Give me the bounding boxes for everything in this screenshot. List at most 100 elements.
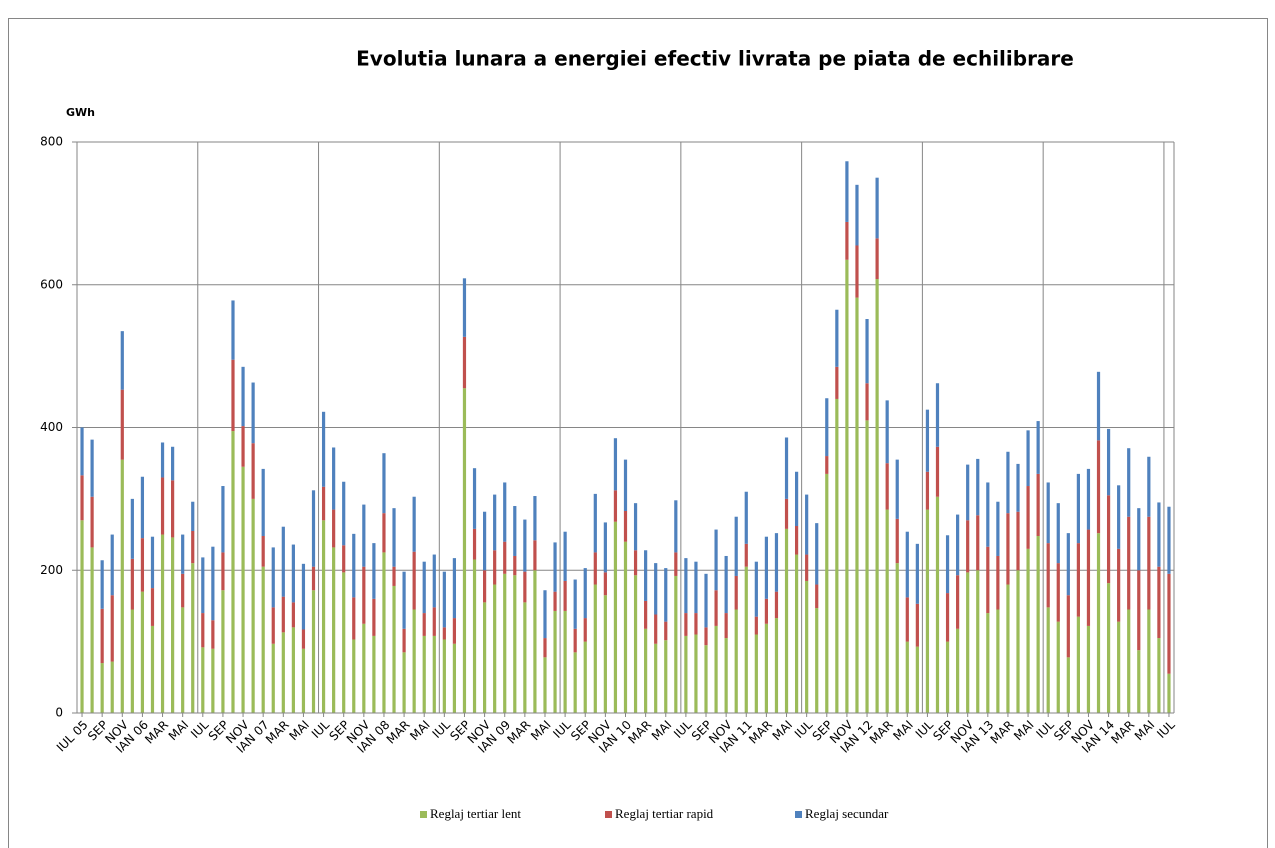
bar-segment — [754, 561, 758, 617]
y-tick-label: 400 — [40, 420, 63, 434]
bar-segment — [171, 537, 175, 713]
bar-segment — [774, 533, 779, 592]
x-tick-label: IUL — [550, 717, 574, 741]
bar-segment — [764, 623, 768, 713]
bar-segment — [321, 486, 326, 521]
legend-label: Reglaj tertiar lent — [430, 806, 521, 821]
bar-segment — [774, 618, 779, 713]
legend-swatch — [795, 811, 802, 818]
bar-segment — [1096, 440, 1101, 534]
bar-segment — [130, 558, 134, 610]
bar-segment — [1006, 513, 1010, 585]
bar-segment — [442, 571, 446, 628]
bar-segment — [583, 568, 587, 619]
bar-segment — [714, 590, 718, 626]
bar-segment — [503, 541, 507, 574]
bar-segment — [613, 490, 618, 522]
bar-segment — [633, 550, 638, 576]
bar-segment — [835, 309, 839, 367]
bar-segment — [835, 366, 839, 399]
bar-segment — [221, 486, 225, 553]
bar-segment — [1137, 650, 1141, 713]
bar-segment — [593, 493, 597, 553]
bar-segment — [503, 482, 507, 542]
x-tick-label: IUL — [913, 717, 937, 741]
bar-segment — [945, 641, 950, 713]
bar-segment — [1147, 456, 1151, 517]
bar-segment — [945, 593, 950, 642]
bar-segment — [503, 573, 507, 713]
bar-segment — [311, 490, 316, 567]
bar-segment — [553, 591, 557, 611]
bar-segment — [674, 575, 678, 713]
bar-segment — [764, 536, 768, 599]
bar-segment — [845, 221, 849, 260]
x-tick-label: IUL — [188, 717, 212, 741]
bar-segment — [744, 543, 748, 567]
bar-segment — [664, 640, 668, 713]
bar-segment — [1117, 485, 1121, 549]
bar-segment — [704, 573, 708, 628]
bar-segment — [815, 523, 819, 585]
bar-segment — [291, 544, 295, 603]
bar-segment — [382, 513, 386, 553]
bar-segment — [674, 552, 678, 576]
bar-segment — [855, 297, 859, 713]
bar-segment — [724, 638, 728, 713]
bar-segment — [472, 528, 477, 560]
bar-segment — [221, 552, 225, 591]
bar-segment — [543, 657, 547, 713]
bar-segment — [996, 501, 1000, 556]
bar-segment — [1117, 621, 1121, 713]
legend-label: Reglaj tertiar rapid — [615, 806, 714, 821]
bar-segment — [664, 568, 668, 622]
bar-segment — [120, 331, 124, 390]
bar-segment — [221, 590, 225, 713]
bar-segment — [160, 442, 165, 478]
bar-segment — [1056, 563, 1060, 622]
bar-segment — [805, 580, 809, 713]
bar-segment — [211, 620, 215, 649]
bar-segment — [704, 627, 708, 646]
bar-segment — [1167, 673, 1171, 713]
bar-segment — [80, 475, 84, 521]
bar-segment — [976, 458, 980, 516]
bar-segment — [321, 411, 326, 487]
x-tick-label: IUL — [671, 717, 695, 741]
bar-segment — [251, 443, 255, 499]
bar-segment — [412, 609, 416, 713]
bar-segment — [794, 554, 799, 713]
bar-segment — [483, 602, 487, 713]
bar-segment — [1066, 595, 1070, 658]
bar-segment — [382, 453, 386, 514]
bar-segment — [261, 468, 265, 536]
bar-segment — [623, 541, 628, 713]
bar-segment — [352, 639, 356, 713]
bar-segment — [553, 610, 557, 713]
bar-segment — [422, 635, 426, 713]
bar-segment — [462, 388, 467, 713]
bar-segment — [100, 608, 104, 664]
bar-segment — [986, 546, 990, 614]
bar-segment — [835, 398, 839, 713]
bar-segment — [110, 661, 114, 713]
bar-segment — [80, 520, 84, 713]
bar-segment — [664, 621, 668, 641]
bar-segment — [1127, 448, 1131, 517]
bar-segment — [533, 540, 537, 571]
bar-segment — [452, 618, 457, 644]
bar-segment — [825, 473, 829, 713]
bar-segment — [774, 591, 779, 619]
bar-segment — [362, 566, 366, 624]
bar-segment — [372, 543, 376, 599]
bar-segment — [1086, 468, 1091, 530]
bar-segment — [905, 641, 909, 713]
bar-segment — [996, 555, 1000, 610]
bar-segment — [120, 459, 124, 713]
bar-segment — [241, 426, 245, 467]
bar-segment — [523, 571, 527, 603]
bar-segment — [583, 618, 587, 642]
bar-segment — [432, 554, 436, 608]
bar-segment — [956, 575, 960, 629]
bar-segment — [342, 481, 346, 546]
